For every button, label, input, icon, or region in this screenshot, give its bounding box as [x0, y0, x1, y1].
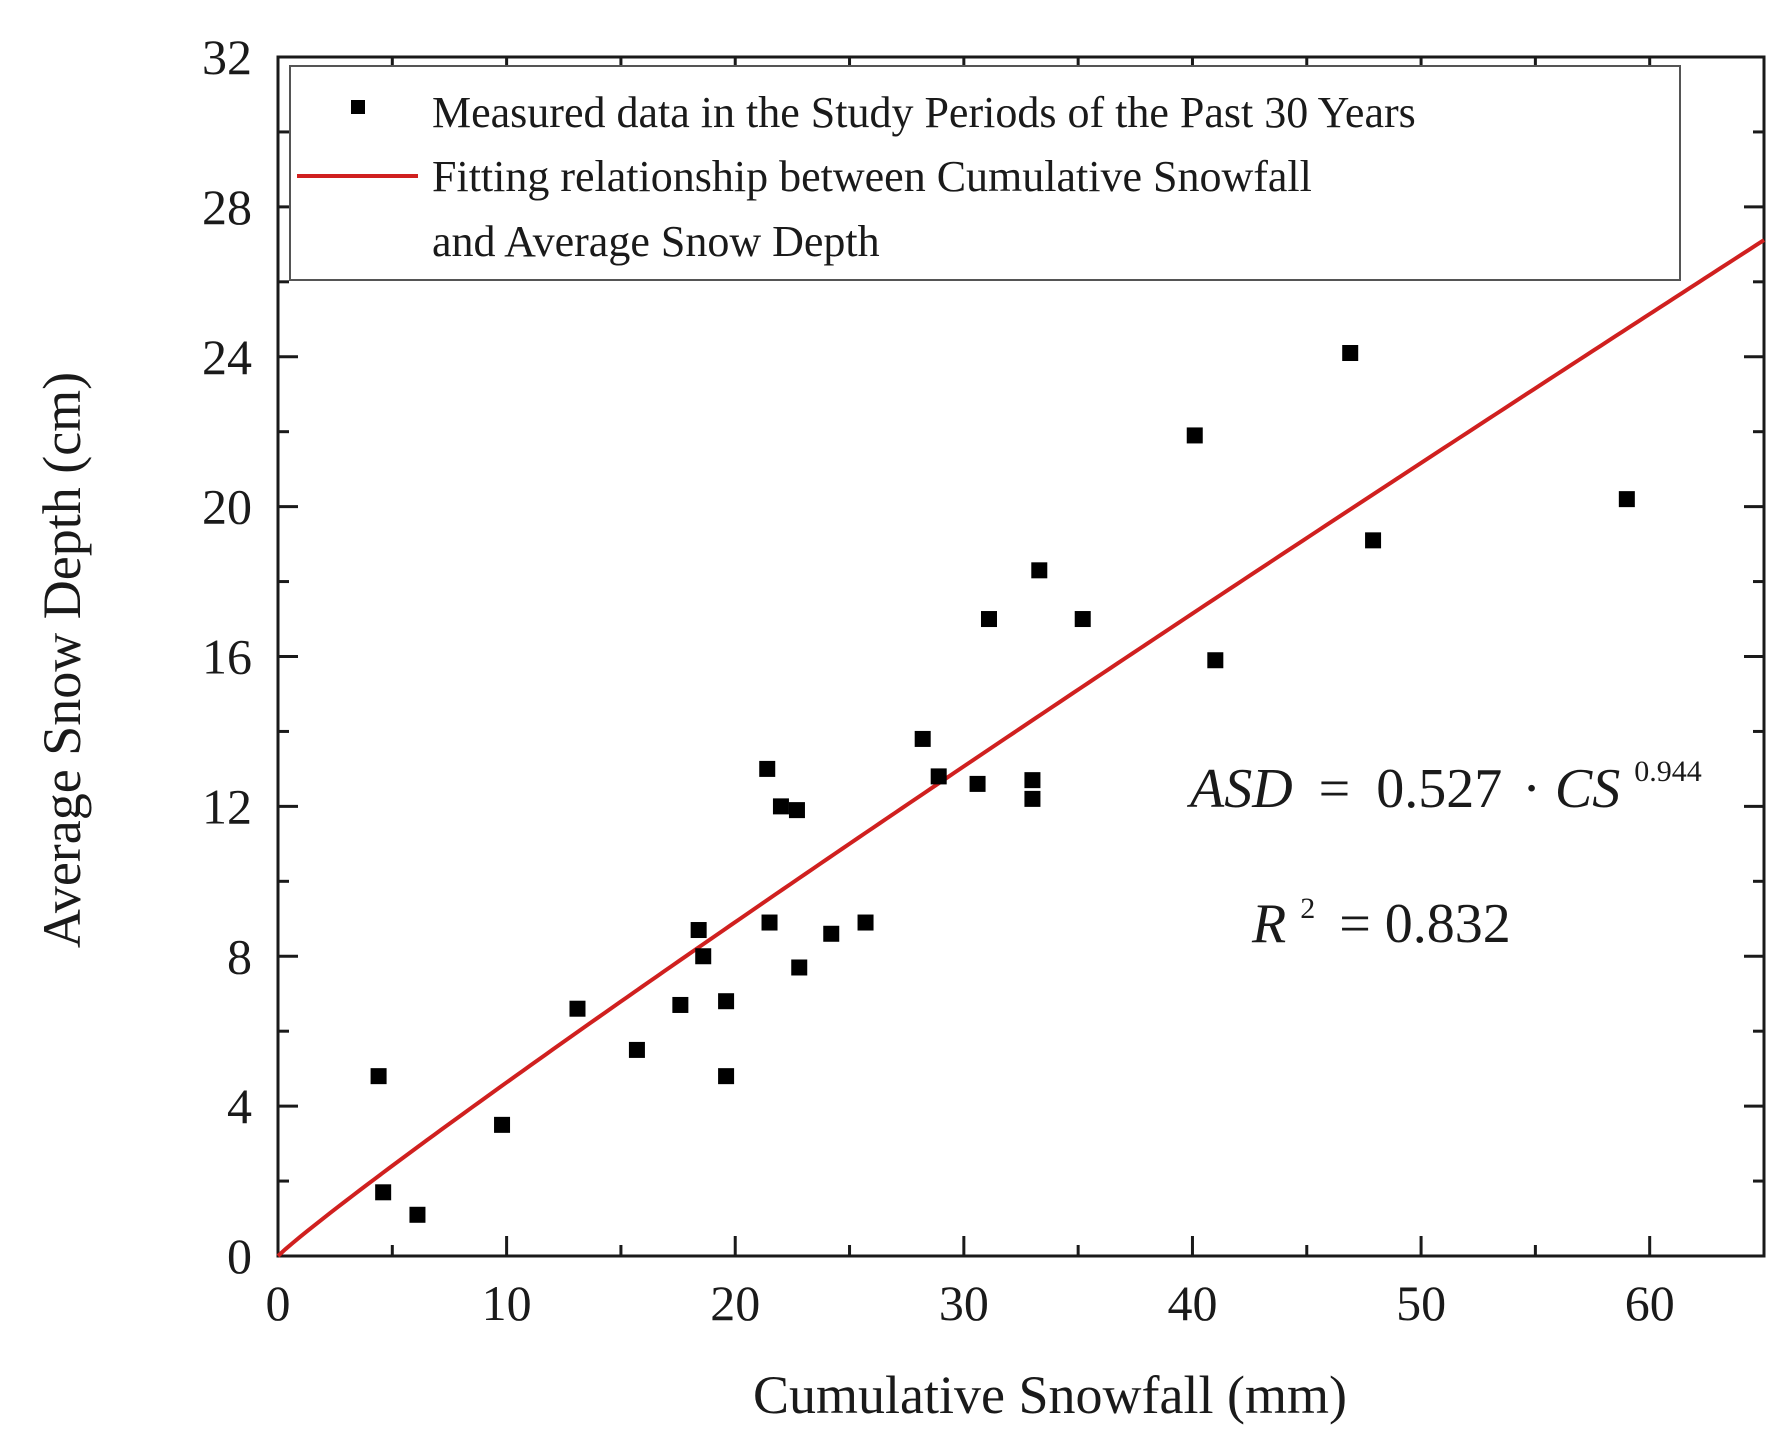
data-point [788, 802, 805, 819]
x-tick-label: 50 [1396, 1275, 1446, 1331]
data-point [1074, 611, 1091, 628]
data-point [494, 1116, 511, 1133]
data-point [930, 768, 947, 785]
equation-variable: CS [1555, 758, 1620, 820]
data-point [857, 914, 874, 931]
data-point [969, 775, 986, 792]
y-tick-label: 32 [202, 29, 252, 85]
data-point [1024, 772, 1041, 789]
fit-curve-line [276, 238, 1766, 1258]
equation-coefficient: 0.527 [1376, 758, 1502, 820]
y-tick-label: 0 [227, 1228, 252, 1284]
equation-exponent: 0.944 [1634, 755, 1702, 788]
data-point [1207, 652, 1224, 669]
y-tick-label: 24 [202, 329, 252, 385]
equation-dot: · [1522, 758, 1541, 820]
scatter-points [370, 345, 1635, 1223]
x-tick-label: 0 [266, 1275, 291, 1331]
legend-label-measured: Measured data in the Study Periods of th… [432, 88, 1416, 137]
data-point [628, 1041, 645, 1058]
legend-label-fit-line1: Fitting relationship between Cumulative … [432, 152, 1312, 201]
x-axis-title: Cumulative Snowfall (mm) [753, 1365, 1347, 1425]
data-point [1342, 345, 1359, 362]
data-point [409, 1206, 426, 1223]
data-point [1031, 562, 1048, 579]
data-point [569, 1000, 586, 1017]
data-point [695, 948, 712, 965]
x-tick-label: 60 [1625, 1275, 1675, 1331]
y-tick-label: 16 [202, 629, 252, 685]
x-tick-label: 40 [1167, 1275, 1217, 1331]
legend: Measured data in the Study Periods of th… [289, 65, 1681, 281]
r-squared-annotation: R 2 = 0.832 [1251, 869, 1511, 955]
legend-label-fit-line2: and Average Snow Depth [432, 217, 880, 266]
r2-variable: R [1251, 893, 1286, 955]
data-point [718, 993, 735, 1010]
r2-value: = 0.832 [1339, 893, 1511, 955]
x-tick-label: 10 [482, 1275, 532, 1331]
x-tick-label: 30 [939, 1275, 989, 1331]
data-point [375, 1184, 392, 1201]
y-tick-label: 4 [227, 1078, 252, 1134]
data-point [823, 925, 840, 942]
y-tick-label: 28 [202, 179, 252, 235]
data-point [1365, 532, 1382, 549]
data-point [759, 760, 776, 777]
y-tick-label: 12 [202, 778, 252, 834]
y-axis-tick-labels: 0 4 8 12 16 20 24 28 32 [202, 29, 252, 1284]
r2-superscript: 2 [1300, 892, 1315, 925]
data-point [1186, 427, 1203, 444]
data-point [772, 798, 789, 815]
x-axis-tick-labels: 0 10 20 30 40 50 60 [266, 1275, 1675, 1331]
data-point [718, 1068, 735, 1085]
equation-annotation: ASD = 0.527 · CS 0.944 [1186, 755, 1702, 820]
legend-box [289, 65, 1681, 281]
data-point [672, 996, 689, 1013]
legend-square-marker [351, 100, 365, 114]
data-point [1024, 790, 1041, 807]
data-point [761, 914, 778, 931]
data-point [690, 922, 707, 939]
y-tick-label: 20 [202, 479, 252, 535]
data-point [791, 959, 808, 976]
data-point [370, 1068, 387, 1085]
equation-lhs: ASD [1186, 758, 1293, 820]
y-tick-label: 8 [227, 928, 252, 984]
data-point [914, 730, 931, 747]
x-tick-label: 20 [710, 1275, 760, 1331]
equation-equals: = [1319, 758, 1351, 820]
data-point [1618, 491, 1635, 508]
y-axis-title: Average Snow Depth (cm) [32, 372, 92, 948]
data-point [980, 611, 997, 628]
